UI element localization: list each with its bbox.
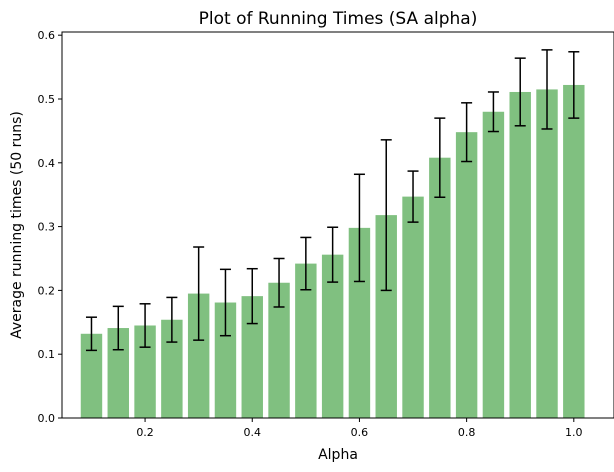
error-bar-10 <box>353 173 365 283</box>
x-tick-label-3: 0.8 <box>458 426 476 439</box>
error-bar-8 <box>300 236 312 291</box>
error-bar-11 <box>380 139 392 292</box>
bar-8 <box>295 263 317 418</box>
bar-0 <box>80 333 103 418</box>
error-bar-16 <box>514 57 526 127</box>
error-bar-1 <box>112 305 124 351</box>
error-bar-14 <box>461 102 473 163</box>
bar-2 <box>134 325 156 418</box>
error-bar-7 <box>273 257 285 308</box>
error-bar-2 <box>139 303 151 348</box>
bar-17 <box>536 89 558 419</box>
bar-11 <box>375 215 397 418</box>
bar-9 <box>321 254 344 418</box>
y-tick-label-0: 0.0 <box>38 412 56 425</box>
bar-10 <box>348 227 371 418</box>
bar-6 <box>241 296 263 418</box>
x-axis-label: Alpha <box>318 447 358 463</box>
x-tick-label-4: 1.0 <box>565 426 583 439</box>
y-tick-label-6: 0.6 <box>38 29 56 42</box>
bar-7 <box>268 282 290 418</box>
y-tick-label-5: 0.5 <box>38 93 56 106</box>
error-bar-12 <box>407 170 419 223</box>
bars-layer <box>80 84 585 419</box>
error-bar-18 <box>568 51 580 119</box>
x-tick-label-1: 0.4 <box>244 426 262 439</box>
error-bar-0 <box>85 316 97 352</box>
bar-13 <box>429 157 451 418</box>
bar-12 <box>402 196 424 418</box>
error-bar-17 <box>541 49 553 130</box>
error-bar-15 <box>487 91 499 133</box>
plot-frame <box>61 31 614 419</box>
bar-1 <box>107 328 129 418</box>
bar-4 <box>187 293 210 418</box>
bar-3 <box>161 319 183 418</box>
y-tick-label-3: 0.3 <box>38 221 56 234</box>
error-bar-3 <box>166 296 178 343</box>
y-tick-label-1: 0.1 <box>38 348 56 361</box>
error-bar-5 <box>219 268 231 337</box>
bar-14 <box>455 132 478 419</box>
x-tick-label-0: 0.2 <box>136 426 154 439</box>
x-tick-label-2: 0.6 <box>351 426 369 439</box>
error-bars-layer <box>85 49 580 352</box>
error-bar-13 <box>434 117 446 198</box>
y-axis-label: Average running times (50 runs) <box>9 111 25 339</box>
bar-16 <box>509 91 531 418</box>
error-bar-9 <box>327 226 339 283</box>
bar-5 <box>214 302 237 418</box>
error-bar-6 <box>246 267 258 325</box>
chart-title: Plot of Running Times (SA alpha) <box>199 9 478 29</box>
x-axis-ticks: 0.2 0.4 0.6 0.8 1.0 <box>136 418 583 439</box>
bar-18 <box>563 84 585 418</box>
error-bar-4 <box>193 246 205 341</box>
bar-15 <box>482 111 505 418</box>
y-tick-label-4: 0.4 <box>38 157 56 170</box>
y-tick-label-2: 0.2 <box>38 284 56 297</box>
y-axis-ticks: 0.0 0.1 0.2 0.3 0.4 0.5 0.6 <box>38 29 62 425</box>
